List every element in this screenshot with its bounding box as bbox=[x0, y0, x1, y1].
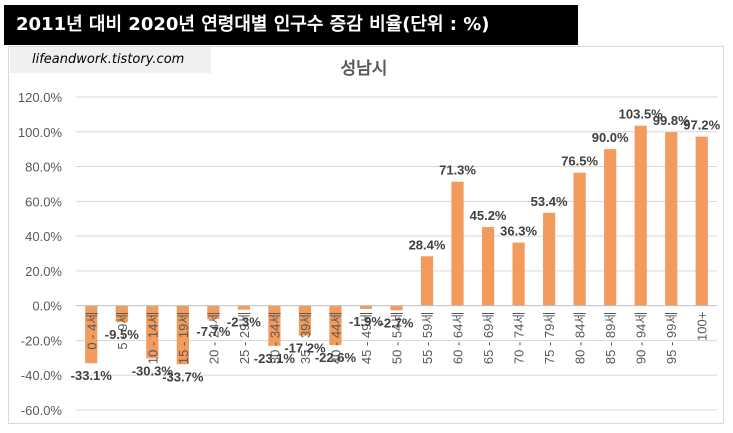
category-label: 35 - 39세 bbox=[298, 312, 313, 364]
data-label: -22.6% bbox=[315, 350, 357, 365]
category-label: 15 - 19세 bbox=[176, 312, 191, 364]
y-tick-label: 100.0% bbox=[18, 125, 63, 140]
y-tick-label: -60.0% bbox=[21, 403, 63, 418]
data-label: -33.7% bbox=[162, 369, 204, 384]
category-label: 5 - 9세 bbox=[115, 312, 130, 350]
y-tick-label: 60.0% bbox=[25, 194, 62, 209]
category-label: 30 - 34세 bbox=[267, 312, 282, 364]
bar bbox=[268, 305, 281, 346]
data-label: -23.1% bbox=[254, 351, 296, 366]
data-label: 71.3% bbox=[439, 163, 476, 178]
bar bbox=[481, 227, 495, 306]
bar bbox=[115, 305, 128, 323]
category-label: 10 - 14세 bbox=[145, 312, 160, 364]
bar bbox=[451, 181, 464, 306]
chart-title: 성남시 bbox=[341, 59, 388, 79]
bar bbox=[85, 305, 98, 364]
data-label: 103.5% bbox=[619, 107, 664, 122]
category-label: 20 - 24세 bbox=[206, 312, 221, 364]
data-label: -1.9% bbox=[349, 314, 383, 329]
category-label: 100+ bbox=[695, 312, 710, 341]
bars bbox=[85, 125, 708, 365]
bar bbox=[390, 305, 403, 311]
source-label: lifeandwork.tistory.com bbox=[10, 47, 211, 73]
bar bbox=[329, 305, 342, 345]
category-label: 45 - 49세 bbox=[359, 312, 374, 364]
x-axis-categories: 0 - 4세 5 - 9세 10 - 14세 15 - 19세 20 - 24세 25 -… bbox=[84, 312, 709, 364]
bar bbox=[543, 212, 556, 306]
category-label: 40 - 44세 bbox=[328, 312, 343, 364]
data-label: -33.1% bbox=[71, 368, 113, 383]
data-label: -2.3% bbox=[227, 315, 261, 330]
bar bbox=[176, 305, 189, 365]
bar bbox=[359, 305, 373, 309]
data-label: -17.2% bbox=[284, 341, 326, 356]
bar bbox=[207, 305, 220, 320]
data-label: -7.7% bbox=[196, 324, 230, 339]
y-tick-label: -40.0% bbox=[21, 368, 63, 383]
category-label: 25 - 29세 bbox=[237, 312, 252, 364]
category-label: 55 - 59세 bbox=[420, 312, 435, 364]
y-tick-label: 20.0% bbox=[25, 264, 62, 279]
y-axis-ticks: 120.0% 100.0% 80.0% 60.0% 40.0% 20.0% 0.0% -20.… bbox=[18, 90, 63, 418]
data-label: 45.2% bbox=[470, 208, 507, 223]
bar bbox=[665, 132, 678, 306]
category-label: 65 - 69세 bbox=[481, 312, 496, 364]
bar bbox=[695, 136, 708, 306]
title-banner: 2011년 대비 2020년 연령대별 인구수 증감 비율(단위 : %) bbox=[4, 5, 578, 45]
bar bbox=[573, 172, 586, 306]
bar bbox=[604, 149, 617, 306]
y-tick-label: 40.0% bbox=[25, 229, 62, 244]
data-label: -30.3% bbox=[132, 363, 174, 378]
category-label: 95 - 99세 bbox=[664, 312, 679, 364]
category-label: 60 - 64세 bbox=[451, 312, 466, 364]
data-label: 99.8% bbox=[653, 113, 690, 128]
bar bbox=[420, 256, 434, 306]
data-labels: -33.1%-9.5%-30.3%-33.7%-7.7%-2.3%-23.1%-… bbox=[71, 107, 721, 385]
category-label: 50 - 54세 bbox=[390, 312, 405, 364]
data-label: 36.3% bbox=[500, 224, 537, 239]
data-label: -9.5% bbox=[105, 327, 139, 342]
bar bbox=[634, 125, 647, 306]
category-label: 70 - 74세 bbox=[512, 312, 527, 364]
y-tick-label: 80.0% bbox=[25, 160, 62, 175]
data-label: 97.2% bbox=[683, 118, 720, 133]
category-label: 85 - 89세 bbox=[603, 312, 618, 364]
data-label: -2.7% bbox=[380, 315, 414, 330]
y-tick-label: -20.0% bbox=[21, 333, 63, 348]
bar bbox=[512, 242, 525, 306]
data-label: 90.0% bbox=[592, 130, 629, 145]
category-label: 80 - 84세 bbox=[573, 312, 588, 364]
category-label: 90 - 94세 bbox=[634, 312, 649, 364]
y-tick-label: 120.0% bbox=[18, 90, 63, 105]
data-label: 28.4% bbox=[409, 237, 446, 252]
data-label: 53.4% bbox=[531, 194, 568, 209]
bar bbox=[146, 305, 159, 359]
bar bbox=[237, 305, 250, 310]
bar bbox=[298, 305, 312, 336]
category-label: 0 - 4세 bbox=[84, 312, 99, 350]
data-label: 76.5% bbox=[561, 154, 598, 169]
y-tick-label: 0.0% bbox=[32, 299, 62, 314]
category-label: 75 - 79세 bbox=[542, 312, 557, 364]
